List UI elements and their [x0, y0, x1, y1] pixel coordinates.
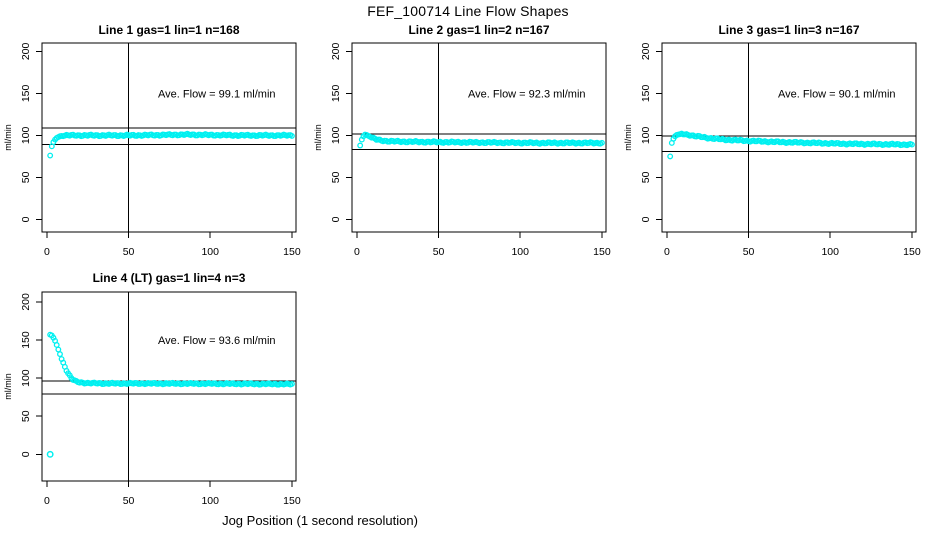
- y-tick-label: 150: [20, 84, 32, 102]
- ave-flow-annotation: Ave. Flow = 99.1 ml/min: [158, 88, 275, 100]
- x-tick-label: 50: [743, 246, 755, 258]
- outlier-data-point: [46, 450, 54, 458]
- ave-flow-annotation: Ave. Flow = 92.3 ml/min: [468, 88, 585, 100]
- panel-title: Line 3 gas=1 lin=3 n=167: [718, 23, 859, 37]
- x-tick-label: 0: [354, 246, 360, 258]
- y-tick-label: 0: [330, 216, 342, 222]
- data-point: [47, 152, 54, 159]
- x-tick-label: 50: [433, 246, 445, 258]
- x-tick-label: 100: [511, 246, 529, 258]
- data-point: [667, 153, 674, 160]
- data-point: [357, 142, 364, 149]
- y-tick-label: 100: [20, 369, 32, 387]
- x-tick-label: 100: [201, 495, 219, 507]
- panel-title: Line 2 gas=1 lin=2 n=167: [408, 23, 549, 37]
- plot-box: [41, 42, 297, 233]
- y-tick-label: 0: [20, 216, 32, 222]
- panel-title: Line 4 (LT) gas=1 lin=4 n=3: [93, 271, 246, 285]
- panel-line-1-chart: Line 1 gas=1 lin=1 n=168 0 50 100 150 0 50 100 1…: [3, 23, 301, 258]
- figure-title: FEF_100714 Line Flow Shapes: [367, 3, 569, 19]
- panel-line-2-chart: Line 2 gas=1 lin=2 n=167 0 50 100 150 0 50 100 1…: [313, 23, 611, 258]
- data-point: [598, 139, 605, 146]
- y-tick-label: 50: [20, 171, 32, 183]
- x-tick-label: 100: [201, 246, 219, 258]
- data-point: [288, 132, 295, 139]
- x-tick-label: 150: [903, 246, 921, 258]
- plot-box: [351, 42, 607, 233]
- x-tick-label: 150: [283, 246, 301, 258]
- x-tick-label: 0: [664, 246, 670, 258]
- y-tick-label: 0: [20, 451, 32, 457]
- y-axis-unit-label: ml/min: [313, 124, 323, 151]
- x-tick-label: 150: [593, 246, 611, 258]
- ave-flow-annotation: Ave. Flow = 93.6 ml/min: [158, 335, 275, 347]
- y-tick-label: 100: [330, 126, 342, 144]
- data-point: [288, 381, 295, 387]
- panel-line-4-chart: Line 4 (LT) gas=1 lin=4 n=3 0 50 100 150 0 50 1…: [3, 271, 301, 507]
- y-tick-label: 200: [20, 293, 32, 311]
- x-tick-label: 50: [123, 246, 135, 258]
- y-tick-label: 200: [330, 42, 342, 60]
- y-tick-label: 0: [640, 216, 652, 222]
- y-tick-label: 50: [640, 171, 652, 183]
- y-tick-label: 150: [20, 331, 32, 349]
- data-point: [55, 346, 62, 353]
- y-axis-unit-label: ml/min: [3, 124, 13, 151]
- y-axis-unit-label: ml/min: [623, 124, 633, 151]
- y-axis-unit-label: ml/min: [3, 373, 13, 400]
- x-tick-label: 100: [821, 246, 839, 258]
- x-tick-label: 150: [283, 495, 301, 507]
- y-tick-label: 150: [330, 84, 342, 102]
- plot-box: [41, 291, 297, 482]
- y-tick-label: 50: [330, 171, 342, 183]
- x-tick-label: 0: [44, 246, 50, 258]
- data-point: [53, 342, 60, 348]
- x-tick-label: 50: [123, 495, 135, 507]
- panel-line-3-chart: Line 3 gas=1 lin=3 n=167 0 50 100 150 0 50 100 1…: [623, 23, 921, 258]
- data-point: [57, 351, 63, 358]
- ave-flow-annotation: Ave. Flow = 90.1 ml/min: [778, 88, 895, 100]
- data-point: [908, 141, 915, 148]
- y-tick-label: 200: [20, 42, 32, 60]
- x-tick-label: 0: [44, 495, 50, 507]
- panel-title: Line 1 gas=1 lin=1 n=168: [98, 23, 239, 37]
- y-tick-label: 50: [20, 410, 32, 422]
- y-tick-label: 150: [640, 84, 652, 102]
- y-tick-label: 200: [640, 42, 652, 60]
- plot-box: [661, 42, 917, 233]
- y-tick-label: 100: [20, 126, 32, 144]
- y-tick-label: 100: [640, 126, 652, 144]
- x-axis-label: Jog Position (1 second resolution): [222, 513, 418, 528]
